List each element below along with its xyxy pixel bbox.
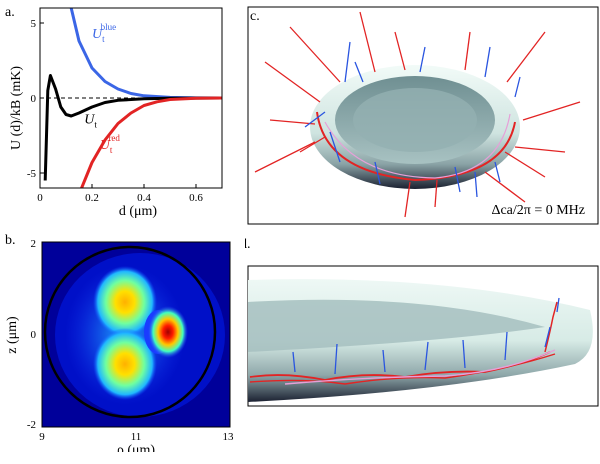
trajectory-line bbox=[374, 161, 381, 185]
panel-b-xtick: 9 bbox=[39, 431, 45, 443]
trajectory-line bbox=[354, 61, 364, 83]
resonator-outline bbox=[43, 245, 217, 419]
trajectory-line bbox=[289, 26, 341, 83]
panel-a-xtick: 0.2 bbox=[85, 192, 99, 204]
trajectory-line bbox=[264, 61, 321, 103]
trajectory-line bbox=[284, 349, 556, 385]
panel-a-ytick: -5 bbox=[27, 168, 37, 180]
panel-a-label: a. bbox=[5, 5, 15, 20]
trajectory-line bbox=[359, 11, 376, 73]
panel-b-xtick: 11 bbox=[131, 431, 142, 443]
trajectory-line bbox=[304, 111, 326, 128]
panel-b-xtick: 13 bbox=[223, 431, 235, 443]
trajectory-line bbox=[404, 181, 411, 218]
heatmap-field bbox=[42, 242, 230, 427]
trajectory-line bbox=[382, 349, 386, 373]
trajectory-line bbox=[254, 141, 316, 173]
panel-d-render: d. bbox=[245, 237, 599, 407]
trajectory-line bbox=[394, 31, 406, 71]
panel-b-ytick: 0 bbox=[31, 329, 37, 341]
trajectory-line bbox=[334, 343, 338, 375]
panel-a-ytick: 5 bbox=[31, 18, 37, 30]
trajectory-line bbox=[454, 166, 461, 193]
panel-a-ylabel: U (d)/kB (mK) bbox=[9, 66, 24, 150]
trajectory-line bbox=[329, 131, 341, 163]
trajectory-line bbox=[434, 179, 438, 208]
panel-d-label: d. bbox=[245, 237, 251, 252]
trajectory-line bbox=[556, 297, 560, 313]
panel-a-xtick: 0.6 bbox=[189, 192, 203, 204]
trajectory-line bbox=[514, 76, 521, 98]
red-curve bbox=[80, 96, 222, 188]
trajectory-line bbox=[504, 331, 508, 361]
trajectory-line bbox=[544, 301, 558, 353]
trajectory-line bbox=[324, 113, 511, 179]
panel-b-xlabel: ρ (μm) bbox=[117, 443, 156, 452]
panel-a-xtick: 0.4 bbox=[137, 192, 151, 204]
blue-curve-label: Utblue bbox=[92, 22, 116, 44]
panel-b-chart: b. 2 0 -2 9 11 13 z (μm) ρ (μm) bbox=[5, 233, 235, 452]
panel-c-label: c. bbox=[250, 9, 260, 24]
toroid-resonator bbox=[310, 65, 520, 189]
atom-trajectories-closeup bbox=[249, 297, 560, 385]
red-curve-label: Utred bbox=[100, 133, 121, 155]
trajectory-line bbox=[504, 151, 546, 178]
trajectory-line bbox=[506, 31, 546, 83]
trajectory-line bbox=[484, 46, 491, 78]
trajectory-line bbox=[419, 46, 426, 73]
panel-a-xlabel: d (μm) bbox=[119, 204, 158, 219]
panel-a-ytick: 0 bbox=[31, 93, 37, 105]
trajectory-line bbox=[299, 136, 326, 153]
trajectory-line bbox=[344, 41, 351, 83]
trajectory-line bbox=[514, 146, 566, 153]
trajectory-line bbox=[292, 351, 296, 373]
panel-a-xtick: 0 bbox=[37, 192, 43, 204]
panel-b-ytick: -2 bbox=[27, 419, 36, 431]
panel-b-ytick: 2 bbox=[31, 238, 37, 250]
trajectory-line bbox=[484, 171, 526, 203]
blue-curve bbox=[69, 8, 222, 100]
black-curve-label: Ut bbox=[84, 113, 97, 130]
trajectory-line bbox=[462, 339, 466, 369]
trajectory-line bbox=[464, 31, 471, 71]
panel-b-ylabel: z (μm) bbox=[5, 316, 20, 354]
detuning-annotation: Δca/2π = 0 MHz bbox=[491, 203, 585, 218]
panel-b-label: b. bbox=[5, 233, 16, 248]
trajectory-line bbox=[494, 161, 501, 183]
panel-c-render: c. Δca/2π = 0 MHz bbox=[247, 6, 599, 225]
trajectory-line bbox=[522, 101, 581, 121]
trajectory-line bbox=[269, 119, 316, 125]
atom-trajectories bbox=[254, 11, 581, 218]
toroid-closeup bbox=[248, 279, 593, 402]
black-curve bbox=[43, 74, 222, 181]
trajectory-line bbox=[544, 326, 551, 348]
trajectory-line bbox=[424, 341, 429, 371]
trajectory-line bbox=[316, 111, 516, 182]
trajectory-line bbox=[474, 171, 478, 198]
